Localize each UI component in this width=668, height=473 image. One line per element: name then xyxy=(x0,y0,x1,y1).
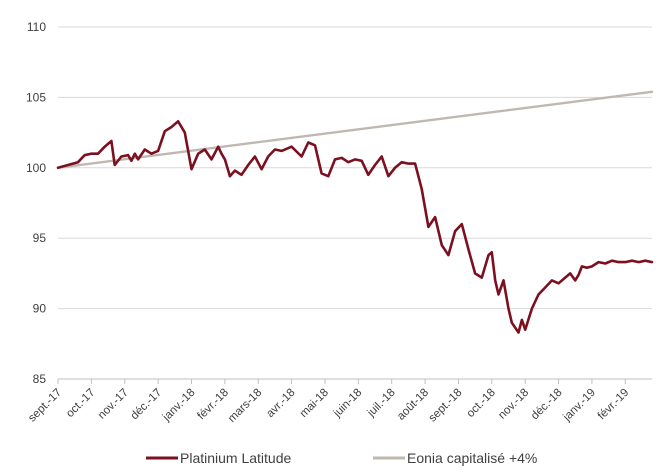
x-tick-label: avr.-18 xyxy=(264,387,297,420)
gridlines xyxy=(58,26,652,310)
x-tick-label: sept.-17 xyxy=(26,387,64,425)
x-tick-label: mars-18 xyxy=(226,387,264,425)
x-tick-label: déc.-18 xyxy=(529,387,565,423)
y-tick-label: 110 xyxy=(27,20,46,34)
series-line-eonia xyxy=(56,90,654,170)
legend-label-eonia: Eonia capitalisé +4% xyxy=(407,450,537,466)
legend-label-platinium-latitude: Platinium Latitude xyxy=(180,450,292,466)
x-tick-label: oct.-17 xyxy=(64,387,97,420)
x-tick-label: déc.-17 xyxy=(129,387,165,423)
series-lines xyxy=(56,90,654,334)
y-axis-ticks: 85 90 95 100 105 110 xyxy=(26,20,46,386)
x-tick-label: juin-18 xyxy=(331,387,365,421)
x-tick-label: oct.-18 xyxy=(465,387,498,420)
x-tick-label: janv.-18 xyxy=(160,387,198,425)
x-tick-label: janv.-19 xyxy=(561,387,599,425)
x-tick-label: mai-18 xyxy=(298,387,331,420)
y-tick-label: 105 xyxy=(26,90,46,104)
x-tick-label: févr.-19 xyxy=(596,387,632,423)
y-tick-label: 100 xyxy=(26,161,46,175)
series-line-platinium-latitude xyxy=(56,120,654,334)
y-tick-label: 90 xyxy=(33,302,47,316)
x-tick-label: juil.-18 xyxy=(365,387,398,420)
x-tick-label: nov.-18 xyxy=(496,387,531,422)
y-tick-label: 95 xyxy=(33,231,47,245)
x-tick-label: nov.-17 xyxy=(96,387,131,422)
x-axis xyxy=(57,378,652,384)
y-tick-label: 85 xyxy=(33,372,47,386)
x-tick-label: août-18 xyxy=(395,387,431,423)
legend: Platinium Latitude Eonia capitalisé +4% xyxy=(146,450,537,466)
x-tick-label: sept.-18 xyxy=(427,387,465,425)
